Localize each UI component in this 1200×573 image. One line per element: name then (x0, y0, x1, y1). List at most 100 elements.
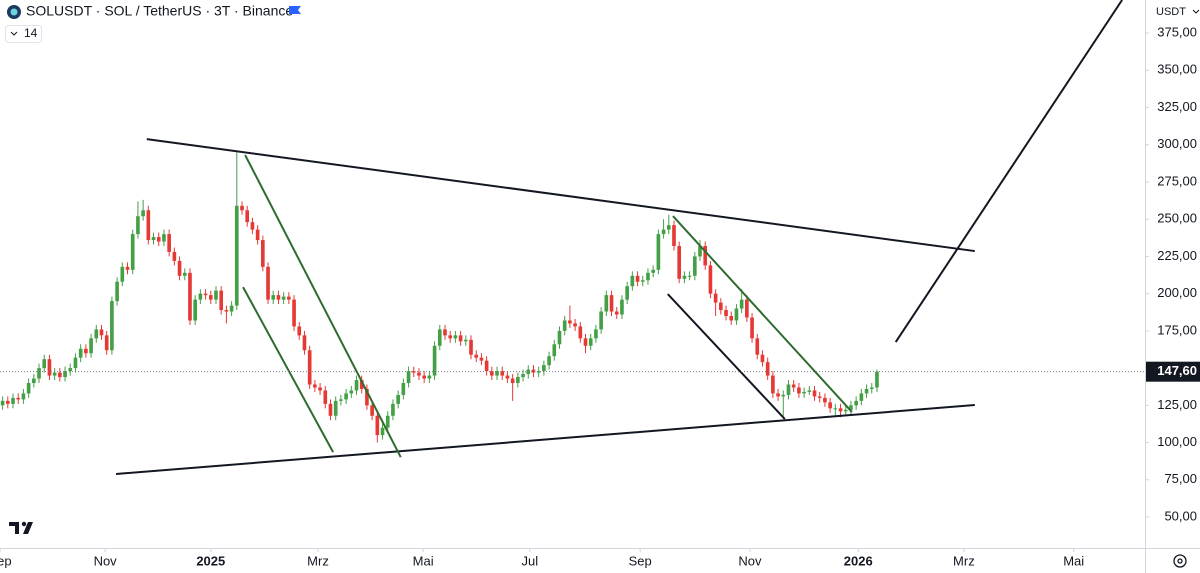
candle-body (208, 295, 213, 300)
candle-body (313, 384, 317, 388)
candle-body (682, 275, 687, 279)
candle-body (490, 371, 494, 376)
candle-body (42, 359, 47, 369)
chevron-icon (10, 31, 18, 36)
candle-body (724, 310, 728, 316)
plot-area (0, 0, 1145, 475)
last-price-label: 147,60 (1157, 363, 1197, 378)
candle-body (666, 225, 671, 230)
candle-body (52, 372, 57, 376)
x-tick-label: Nov (738, 553, 762, 568)
candle-body (427, 375, 432, 379)
y-tick-label: 350,00 (1157, 62, 1197, 77)
candle-body (266, 266, 270, 300)
currency-label[interactable]: USDT (1156, 6, 1186, 18)
candle-body (776, 393, 780, 397)
candle-body (609, 295, 614, 312)
candle-body (745, 299, 749, 318)
candle-body (531, 369, 536, 373)
candle-body (698, 246, 702, 257)
candle-body (500, 371, 505, 376)
candle-body (791, 384, 796, 388)
candle-body (802, 391, 806, 394)
chart-title: SOLUSDT · SOL / TetherUS · 3T · Binance (26, 3, 293, 19)
candle-body (68, 368, 73, 372)
candle-body (510, 378, 515, 384)
candle-body (614, 311, 619, 315)
candle-body (344, 393, 348, 400)
candle-body (0, 400, 5, 406)
symbol-logo (10, 8, 18, 16)
candle-body (755, 338, 760, 355)
candle-body (318, 387, 322, 391)
candle-body (516, 377, 520, 384)
candle-body (359, 380, 364, 389)
candle-body (58, 372, 62, 378)
candle-body (646, 272, 650, 281)
candle-body (234, 205, 239, 306)
candle-body (692, 256, 697, 276)
candle-body (630, 275, 635, 287)
candle-body (859, 393, 864, 401)
candle-body (781, 394, 786, 397)
candle-body (854, 400, 858, 406)
candle-body (422, 375, 426, 379)
candle-body (380, 427, 385, 436)
candle-body (182, 272, 187, 276)
candle-body (578, 326, 583, 339)
candle-body (771, 375, 775, 394)
trend-line (115, 404, 975, 475)
y-tick-label: 100,00 (1157, 434, 1197, 449)
candle-body (115, 281, 119, 302)
candle-body (255, 229, 260, 241)
candle-body (573, 323, 577, 327)
candle-body (245, 210, 250, 223)
candle-body (786, 384, 791, 395)
candle-body (47, 359, 52, 376)
candle-body (162, 234, 166, 242)
candle-body (11, 397, 15, 404)
candle-body (833, 408, 838, 410)
x-tick-label: Mrz (953, 553, 975, 568)
candle-body (469, 339, 473, 355)
y-tick-label: 325,00 (1157, 99, 1197, 114)
flag-icon (289, 6, 301, 14)
settings-icon[interactable] (1173, 554, 1187, 568)
candle-body (110, 301, 114, 351)
candle-body (261, 240, 265, 267)
candle-body (99, 329, 104, 336)
candle-body (276, 295, 281, 300)
candle-body (672, 225, 676, 247)
candle-body (214, 290, 218, 300)
candle-body (760, 354, 765, 363)
candle-body (141, 210, 145, 217)
candle-body (875, 371, 879, 388)
candle-body (635, 275, 640, 282)
y-tick-label: 50,00 (1164, 508, 1197, 523)
x-tick-label: Sep (0, 553, 12, 568)
indicator-value: 14 (24, 26, 38, 40)
candle-body (729, 315, 734, 321)
candle-body (843, 409, 848, 412)
candle-body (463, 339, 468, 342)
y-tick-label: 125,00 (1157, 397, 1197, 412)
candle-body (620, 299, 624, 315)
candle-body (849, 405, 853, 410)
candle-body (495, 371, 499, 376)
indicator-toggle[interactable] (5, 25, 42, 43)
candle-body (734, 308, 739, 321)
candle-body (89, 338, 93, 354)
candle-body (78, 348, 83, 358)
candle-body (713, 293, 718, 303)
candle-body (104, 335, 109, 351)
candle-body (661, 229, 666, 235)
candle-body (146, 210, 151, 241)
y-tick-label: 75,00 (1164, 471, 1197, 486)
candle-body (557, 330, 562, 345)
candle-body (708, 265, 713, 294)
candle-body (375, 415, 380, 436)
candle-body (443, 329, 447, 336)
candle-body (599, 311, 603, 330)
y-tick-label: 275,00 (1157, 173, 1197, 188)
candle-body (807, 390, 812, 392)
